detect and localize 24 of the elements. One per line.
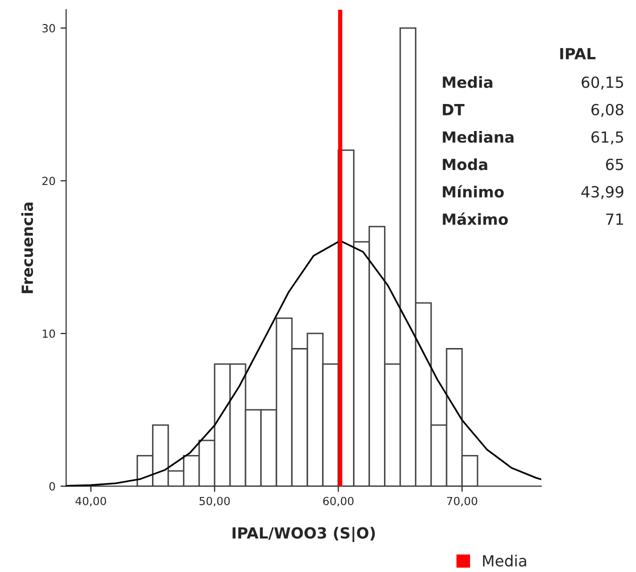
legend-label: Media (483, 554, 526, 567)
x-tick-label: 40,00 (76, 496, 106, 506)
annotation: Moda (442, 158, 488, 170)
y-tick-label: 30 (42, 24, 55, 32)
annotation: DT (442, 104, 464, 116)
text: 43,99 (581, 186, 624, 200)
text: 60,15 (582, 76, 624, 90)
text: 65 (606, 158, 624, 170)
y-tick-label: 0 (49, 482, 55, 491)
y-tick-label: 20 (42, 176, 55, 186)
x-axis-title: IPAL/WOO3 (S|O) (232, 526, 375, 542)
x-tick-label: 50,00 (200, 496, 230, 506)
y-tick-label: 10 (42, 329, 55, 338)
text: 61,5 (591, 131, 624, 144)
annotation: Media (442, 76, 492, 88)
x-tick-label: 60,00 (323, 496, 354, 506)
x-tick-label: 70,00 (447, 496, 478, 506)
annotation: Mediana (442, 130, 514, 143)
annotation: Máximo (442, 212, 508, 225)
y-axis-title: Frecuencia (21, 202, 34, 294)
text: IPAL (560, 48, 596, 60)
annotation: Mínimo (442, 185, 504, 198)
text: 71 (606, 214, 623, 225)
text: 6,08 (591, 104, 624, 117)
